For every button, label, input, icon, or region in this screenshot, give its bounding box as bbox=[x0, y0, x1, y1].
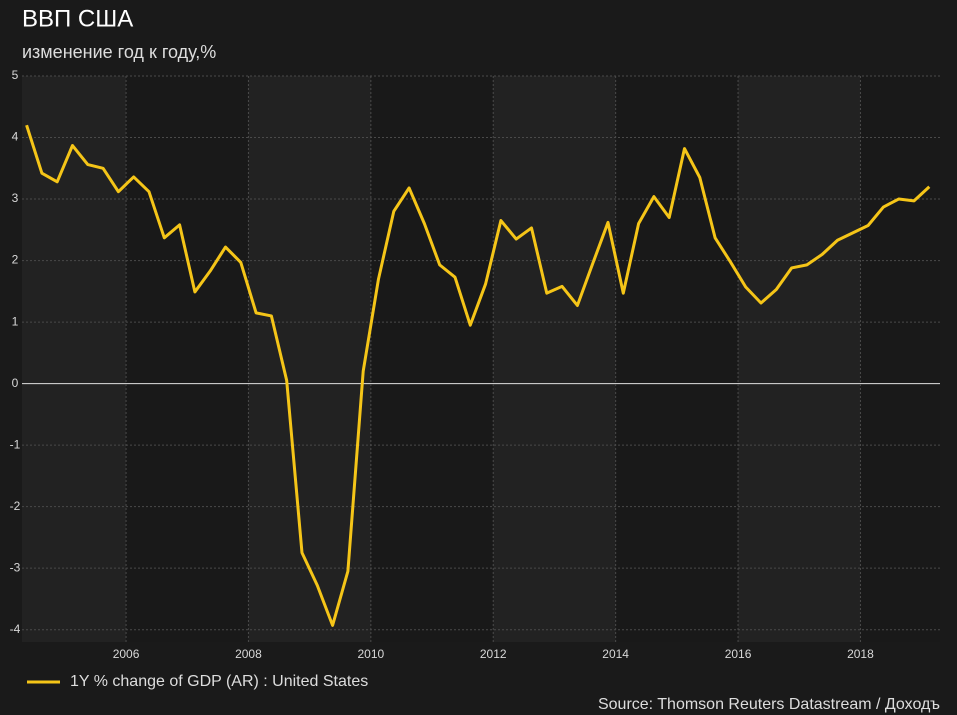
chart-title: ВВП США bbox=[22, 5, 133, 32]
band bbox=[615, 76, 739, 642]
band bbox=[860, 76, 940, 642]
y-tick-label: -1 bbox=[10, 437, 21, 451]
source: Source: Thomson Reuters Datastream / Дох… bbox=[598, 696, 940, 713]
x-tick-label: 2014 bbox=[602, 647, 629, 661]
y-tick-label: 5 bbox=[12, 68, 19, 82]
y-tick-label: 1 bbox=[12, 314, 19, 328]
x-tick-label: 2018 bbox=[847, 647, 874, 661]
band bbox=[248, 76, 371, 642]
y-tick-label: 0 bbox=[12, 376, 19, 390]
x-tick-label: 2006 bbox=[113, 647, 140, 661]
y-tick-label: 2 bbox=[12, 253, 19, 267]
x-tick-label: 2012 bbox=[480, 647, 507, 661]
band bbox=[22, 76, 127, 642]
band bbox=[493, 76, 616, 642]
legend-label: 1Y % change of GDP (AR) : United States bbox=[70, 673, 368, 690]
y-tick-label: 3 bbox=[12, 191, 19, 205]
y-tick-label: -3 bbox=[10, 560, 21, 574]
x-tick-label: 2010 bbox=[357, 647, 384, 661]
y-tick-label: -4 bbox=[10, 622, 21, 636]
x-tick-label: 2016 bbox=[725, 647, 752, 661]
y-tick-label: -2 bbox=[10, 499, 21, 513]
x-tick-label: 2008 bbox=[235, 647, 262, 661]
band bbox=[126, 76, 249, 642]
y-tick-label: 4 bbox=[12, 130, 19, 144]
band bbox=[738, 76, 861, 642]
band bbox=[370, 76, 494, 642]
line bbox=[25, 124, 931, 627]
chart-subtitle: изменение год к году,% bbox=[22, 42, 216, 62]
